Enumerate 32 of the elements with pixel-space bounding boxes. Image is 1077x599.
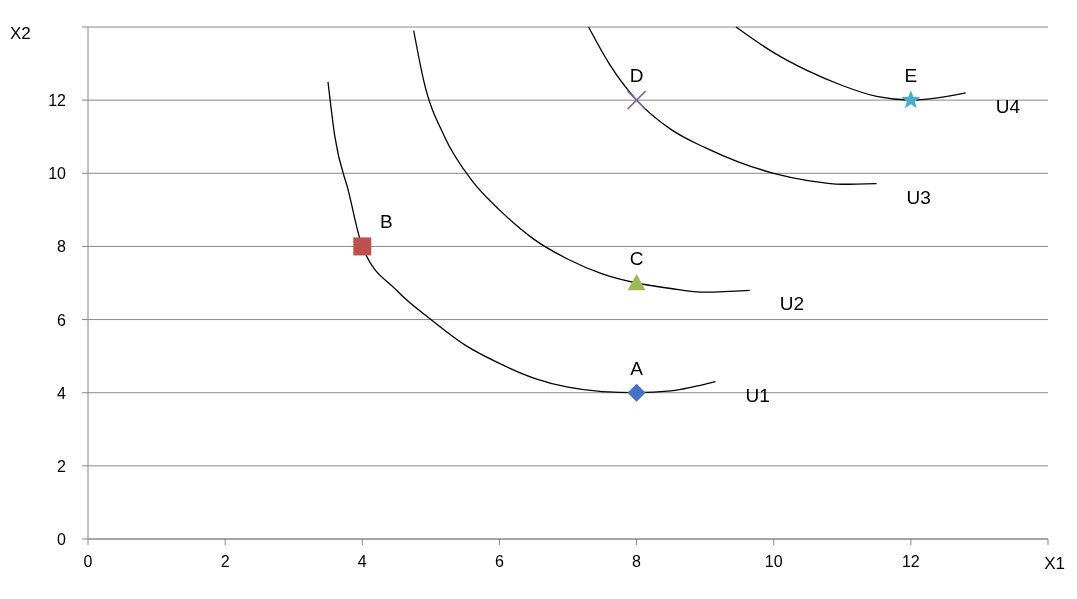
series-label: B	[379, 211, 393, 233]
y-tick-label: 4	[57, 384, 67, 402]
point	[626, 90, 647, 110]
y-tick-label: 0	[57, 531, 67, 548]
line-series	[413, 30, 751, 293]
x-tick-label: 8	[632, 553, 642, 570]
series-label: U1	[745, 384, 770, 406]
x-tick-label: 2	[220, 553, 230, 570]
series-label: U3	[906, 186, 931, 208]
point	[627, 383, 646, 402]
y-axis-title: X2	[10, 24, 31, 43]
point	[353, 237, 372, 256]
series-label: E	[904, 65, 918, 87]
series-label: C	[629, 248, 644, 269]
x-axis-title: X1	[1044, 554, 1065, 573]
y-tick-label: 10	[48, 165, 67, 183]
series-label: A	[630, 357, 644, 379]
y-tick-label: 12	[48, 92, 67, 110]
y-tick-label: 2	[57, 457, 67, 475]
point	[627, 274, 646, 291]
x-tick-label: 12	[901, 553, 920, 570]
x-tick-label: 0	[83, 553, 93, 570]
series-label: D	[629, 65, 644, 87]
point	[901, 90, 921, 109]
series-label: U4	[995, 95, 1021, 117]
y-tick-label: 6	[57, 311, 67, 329]
x-tick-label: 6	[494, 553, 504, 570]
line-series	[587, 26, 878, 185]
x-tick-label: 4	[357, 553, 367, 570]
series-label: U2	[779, 293, 805, 315]
y-tick-label: 8	[57, 238, 67, 256]
x-tick-label: 10	[764, 553, 783, 570]
